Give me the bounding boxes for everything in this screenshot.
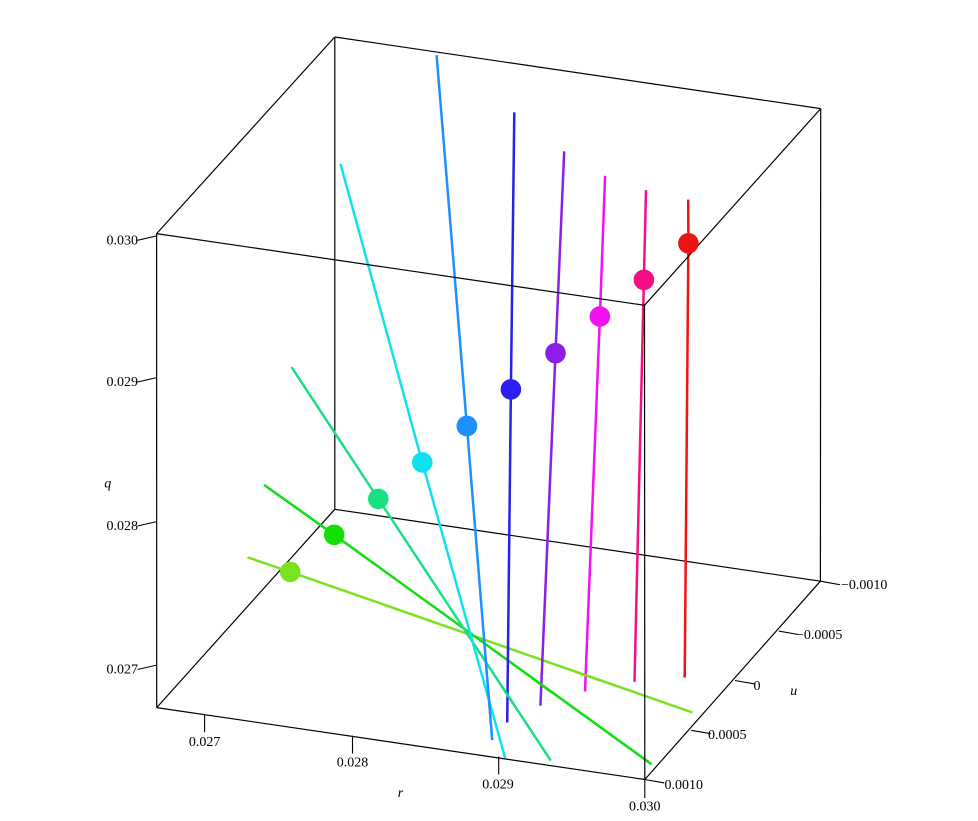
svg-text:−0.0005: −0.0005 [796, 628, 842, 643]
svg-text:0.029: 0.029 [482, 778, 514, 793]
svg-text:0.0010: 0.0010 [665, 778, 704, 793]
svg-text:0.028: 0.028 [337, 756, 369, 771]
svg-text:r: r [398, 786, 404, 801]
svg-text:0.0005: 0.0005 [708, 728, 747, 743]
svg-text:0.028: 0.028 [107, 519, 139, 534]
svg-text:0.030: 0.030 [629, 800, 661, 815]
svg-text:u: u [790, 684, 797, 699]
svg-text:0.027: 0.027 [189, 735, 221, 750]
svg-text:0.029: 0.029 [107, 375, 139, 390]
svg-text:0.030: 0.030 [107, 234, 139, 249]
svg-text:0.027: 0.027 [107, 663, 139, 678]
svg-text:−0.0010: −0.0010 [841, 578, 887, 593]
svg-text:q: q [104, 477, 111, 492]
svg-text:0: 0 [754, 679, 761, 694]
